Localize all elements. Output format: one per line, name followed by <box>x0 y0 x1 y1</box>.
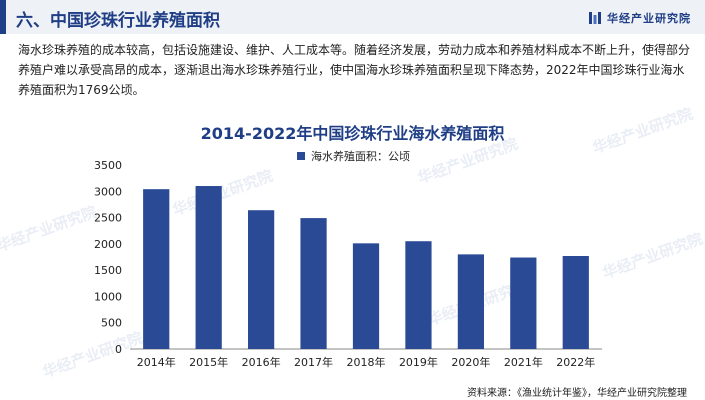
header-accent-bar <box>0 0 6 34</box>
brand-logo-icon <box>589 12 601 24</box>
bar <box>352 243 380 349</box>
bar <box>248 210 275 349</box>
x-tick-label: 2019年 <box>399 355 438 369</box>
y-tick-label: 1000 <box>94 290 122 303</box>
y-tick-label: 500 <box>101 317 122 330</box>
bar <box>405 241 432 349</box>
chart-title: 2014-2022年中国珍珠行业海水养殖面积 <box>200 124 505 143</box>
source-note: 资料来源：《渔业统计年鉴》，华经产业研究院整理 <box>467 388 687 399</box>
brand-name: 华经产业研究院 <box>607 12 691 25</box>
y-tick-label: 3000 <box>94 185 122 198</box>
y-tick-label: 2000 <box>94 238 122 251</box>
y-tick-label: 1500 <box>94 264 122 277</box>
legend-label: 海水养殖面积：公顷 <box>311 149 410 163</box>
y-tick-label: 3500 <box>94 159 122 172</box>
bar <box>195 186 222 349</box>
y-tick-label: 2500 <box>94 212 122 225</box>
x-tick-label: 2015年 <box>189 355 228 369</box>
bar <box>457 254 484 349</box>
x-tick-label: 2022年 <box>556 355 595 369</box>
x-tick-label: 2014年 <box>137 355 176 369</box>
x-tick-label: 2016年 <box>242 355 281 369</box>
bar <box>143 189 170 349</box>
section-title: 六、中国珍珠行业养殖面积 <box>16 11 220 31</box>
bar <box>300 218 327 349</box>
x-tick-label: 2017年 <box>294 355 333 369</box>
bar <box>562 256 589 349</box>
x-tick-label: 2021年 <box>504 355 543 369</box>
description-paragraph: 海水珍珠养殖的成本较高，包括设施建设、维护、人工成本等。随着经济发展，劳动力成本… <box>18 43 691 97</box>
x-tick-label: 2018年 <box>347 355 386 369</box>
brand: 华经产业研究院 <box>588 10 691 26</box>
y-tick-label: 0 <box>115 343 122 356</box>
x-tick-label: 2020年 <box>451 355 490 369</box>
bar <box>510 257 537 349</box>
legend-swatch <box>297 152 305 160</box>
section-header: 六、中国珍珠行业养殖面积 华经产业研究院 <box>0 0 705 34</box>
